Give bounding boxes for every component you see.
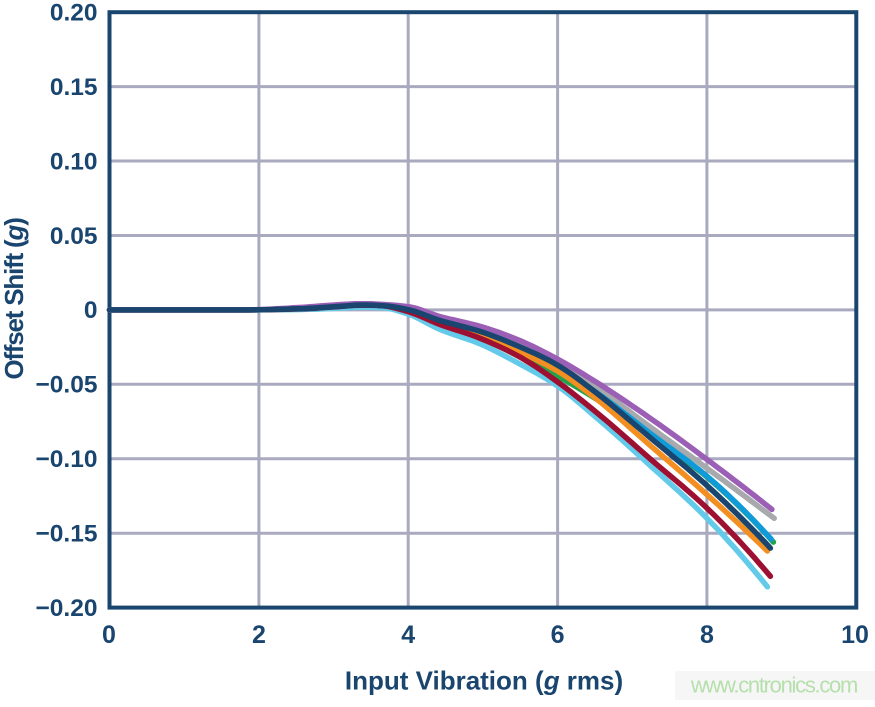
svg-text:−0.20: −0.20 (36, 595, 98, 622)
svg-text:www.cntronics.com: www.cntronics.com (690, 673, 857, 698)
svg-text:8: 8 (700, 621, 714, 649)
svg-text:2: 2 (252, 621, 266, 649)
svg-text:4: 4 (401, 621, 415, 649)
svg-text:10: 10 (841, 621, 869, 649)
svg-text:0.20: 0.20 (50, 0, 98, 27)
svg-text:Offset Shift (g): Offset Shift (g) (0, 218, 29, 380)
svg-text:−0.15: −0.15 (36, 521, 98, 548)
svg-text:0.15: 0.15 (50, 74, 98, 101)
svg-text:0: 0 (84, 297, 98, 324)
svg-text:−0.10: −0.10 (36, 446, 98, 473)
svg-text:−0.05: −0.05 (36, 372, 98, 399)
svg-text:0.10: 0.10 (50, 148, 98, 175)
svg-text:0.05: 0.05 (50, 223, 98, 250)
svg-text:6: 6 (551, 621, 565, 649)
svg-text:Input Vibration (g rms): Input Vibration (g rms) (345, 666, 623, 696)
svg-text:0: 0 (102, 621, 116, 649)
